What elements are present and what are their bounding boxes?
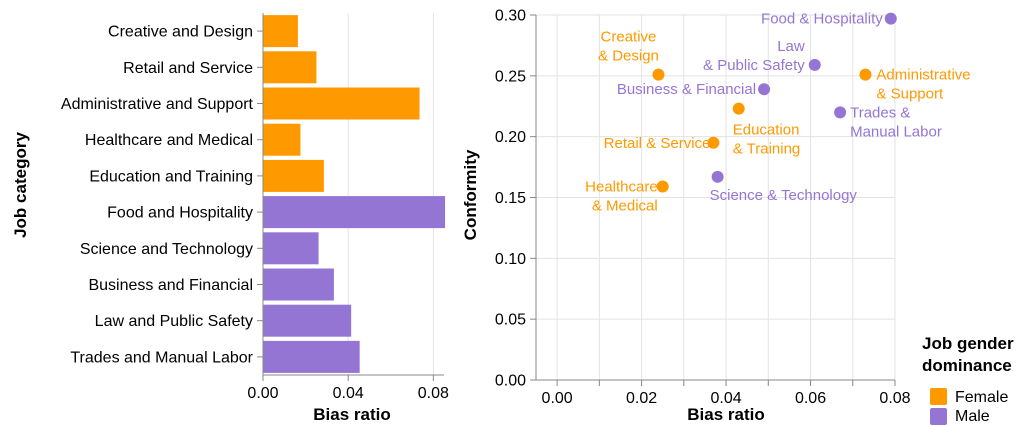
bar-category-label: Education and Training xyxy=(89,168,253,185)
scatter-y-tick-label: 0.00 xyxy=(495,373,526,390)
legend-swatch-male xyxy=(930,408,947,425)
bar-category-label: Creative and Design xyxy=(108,24,253,41)
bar xyxy=(263,304,352,337)
scatter-point xyxy=(732,102,745,115)
bar-x-tick-label: 0.04 xyxy=(333,385,364,402)
bar-marks xyxy=(263,15,446,373)
scatter-y-tick-label: 0.20 xyxy=(495,129,526,146)
scatter-point-label-line: Creative xyxy=(601,29,657,46)
scatter-point xyxy=(808,58,821,71)
bar-category-label: Food and Hospitality xyxy=(107,205,253,222)
bar xyxy=(263,87,420,120)
legend-swatch-female xyxy=(930,388,947,405)
scatter-x-tick-label: 0.00 xyxy=(542,390,573,407)
scatter-point-label: Science & Technology xyxy=(710,187,858,204)
scatter-point xyxy=(652,68,665,81)
bar-category-label: Trades and Manual Labor xyxy=(70,349,253,366)
bar xyxy=(263,159,324,192)
bar-category-label: Law and Public Safety xyxy=(95,313,253,330)
scatter-axes: 0.00 0.02 0.04 0.06 0.08 0.00 0.05 0.10 0.15 0.20… xyxy=(495,8,911,408)
scatter-point-label-line: & Public Safety xyxy=(703,57,805,74)
scatter-point-label-line: Manual Labor xyxy=(850,123,942,140)
bar xyxy=(263,123,301,156)
scatter-point xyxy=(707,136,720,149)
scatter-x-tick-label: 0.06 xyxy=(795,390,826,407)
scatter-y-tick-label: 0.25 xyxy=(495,68,526,85)
scatter-point-label: Law & Public Safety xyxy=(703,38,805,74)
bar xyxy=(263,340,360,373)
bar-x-tick-label: 0.08 xyxy=(418,385,449,402)
scatter-point-label-line: Retail & Service xyxy=(604,135,711,152)
scatter-point-label-line: Law xyxy=(777,38,805,55)
legend-title-line: Job gender xyxy=(922,334,1014,353)
bar-axes: 0.00 0.04 0.08 Creative and Design Retail an… xyxy=(61,13,449,402)
scatter-point-label: Food & Hospitality xyxy=(761,11,883,28)
bar-x-axis-title: Bias ratio xyxy=(313,405,390,424)
bar xyxy=(263,15,298,48)
scatter-y-tick-label: 0.30 xyxy=(495,8,526,25)
scatter-point xyxy=(884,12,897,25)
scatter-point-label: Education & Training xyxy=(733,122,801,158)
scatter-point-label-line: Food & Hospitality xyxy=(761,11,883,28)
bar-category-label: Science and Technology xyxy=(80,241,253,258)
scatter-point-label-line: & Training xyxy=(733,141,801,158)
scatter-point-label-line: Business & Financial xyxy=(617,81,756,98)
bar xyxy=(263,232,319,265)
scatter-point-label: Healthcare & Medical xyxy=(585,179,658,215)
scatter-point-label-line: & Medical xyxy=(592,198,658,215)
scatter-point-label: Creative & Design xyxy=(598,29,659,65)
scatter-x-tick-label: 0.02 xyxy=(626,390,657,407)
bar-x-tick-label: 0.00 xyxy=(247,385,278,402)
legend-title-line: dominance xyxy=(922,356,1012,375)
scatter-point xyxy=(758,83,771,96)
scatter-point-label-line: Education xyxy=(733,122,800,139)
bar xyxy=(263,268,334,301)
legend: Job gender dominance Female Male xyxy=(922,334,1014,425)
scatter-y-tick-label: 0.15 xyxy=(495,190,526,207)
scatter-x-axis-title: Bias ratio xyxy=(687,405,764,424)
scatter-point-label: Business & Financial xyxy=(617,81,756,98)
legend-label-female: Female xyxy=(955,389,1008,406)
bar-category-label: Healthcare and Medical xyxy=(85,132,253,149)
scatter-point-label-line: Healthcare xyxy=(585,179,658,196)
bar xyxy=(263,51,317,84)
scatter-point-label-line: & Design xyxy=(598,48,659,65)
bar xyxy=(263,196,446,229)
scatter-point-label: Retail & Service xyxy=(604,135,711,152)
scatter-marks: Creative & Design Retail & Service Administ… xyxy=(585,11,970,215)
scatter-point-label: Administrative & Support xyxy=(876,67,970,103)
scatter-x-tick-label: 0.08 xyxy=(879,390,910,407)
scatter-point xyxy=(859,68,872,81)
scatter-point-label-line: Administrative xyxy=(876,67,970,84)
scatter-point xyxy=(834,106,847,119)
scatter-point-label: Trades & Manual Labor xyxy=(850,104,942,140)
legend-label-male: Male xyxy=(955,408,990,425)
bar-category-label: Business and Financial xyxy=(88,277,253,294)
scatter-point-label-line: Science & Technology xyxy=(710,187,858,204)
scatter-chart: 0.00 0.02 0.04 0.06 0.08 0.00 0.05 0.10 0.15 0.20… xyxy=(461,8,971,425)
scatter-point xyxy=(656,180,669,193)
scatter-point xyxy=(711,170,724,183)
scatter-x-tick-label: 0.04 xyxy=(710,390,741,407)
bar-y-axis-title: Job category xyxy=(11,132,30,238)
bar-category-label: Administrative and Support xyxy=(61,96,254,113)
scatter-y-tick-label: 0.05 xyxy=(495,312,526,329)
scatter-point-label-line: Trades & xyxy=(850,104,910,121)
scatter-point-label-line: & Support xyxy=(876,86,944,103)
bar-chart: 0.00 0.04 0.08 Creative and Design Retail an… xyxy=(11,13,449,424)
scatter-y-tick-label: 0.10 xyxy=(495,251,526,268)
bar-category-label: Retail and Service xyxy=(123,60,253,77)
scatter-y-axis-title: Conformity xyxy=(461,149,480,240)
